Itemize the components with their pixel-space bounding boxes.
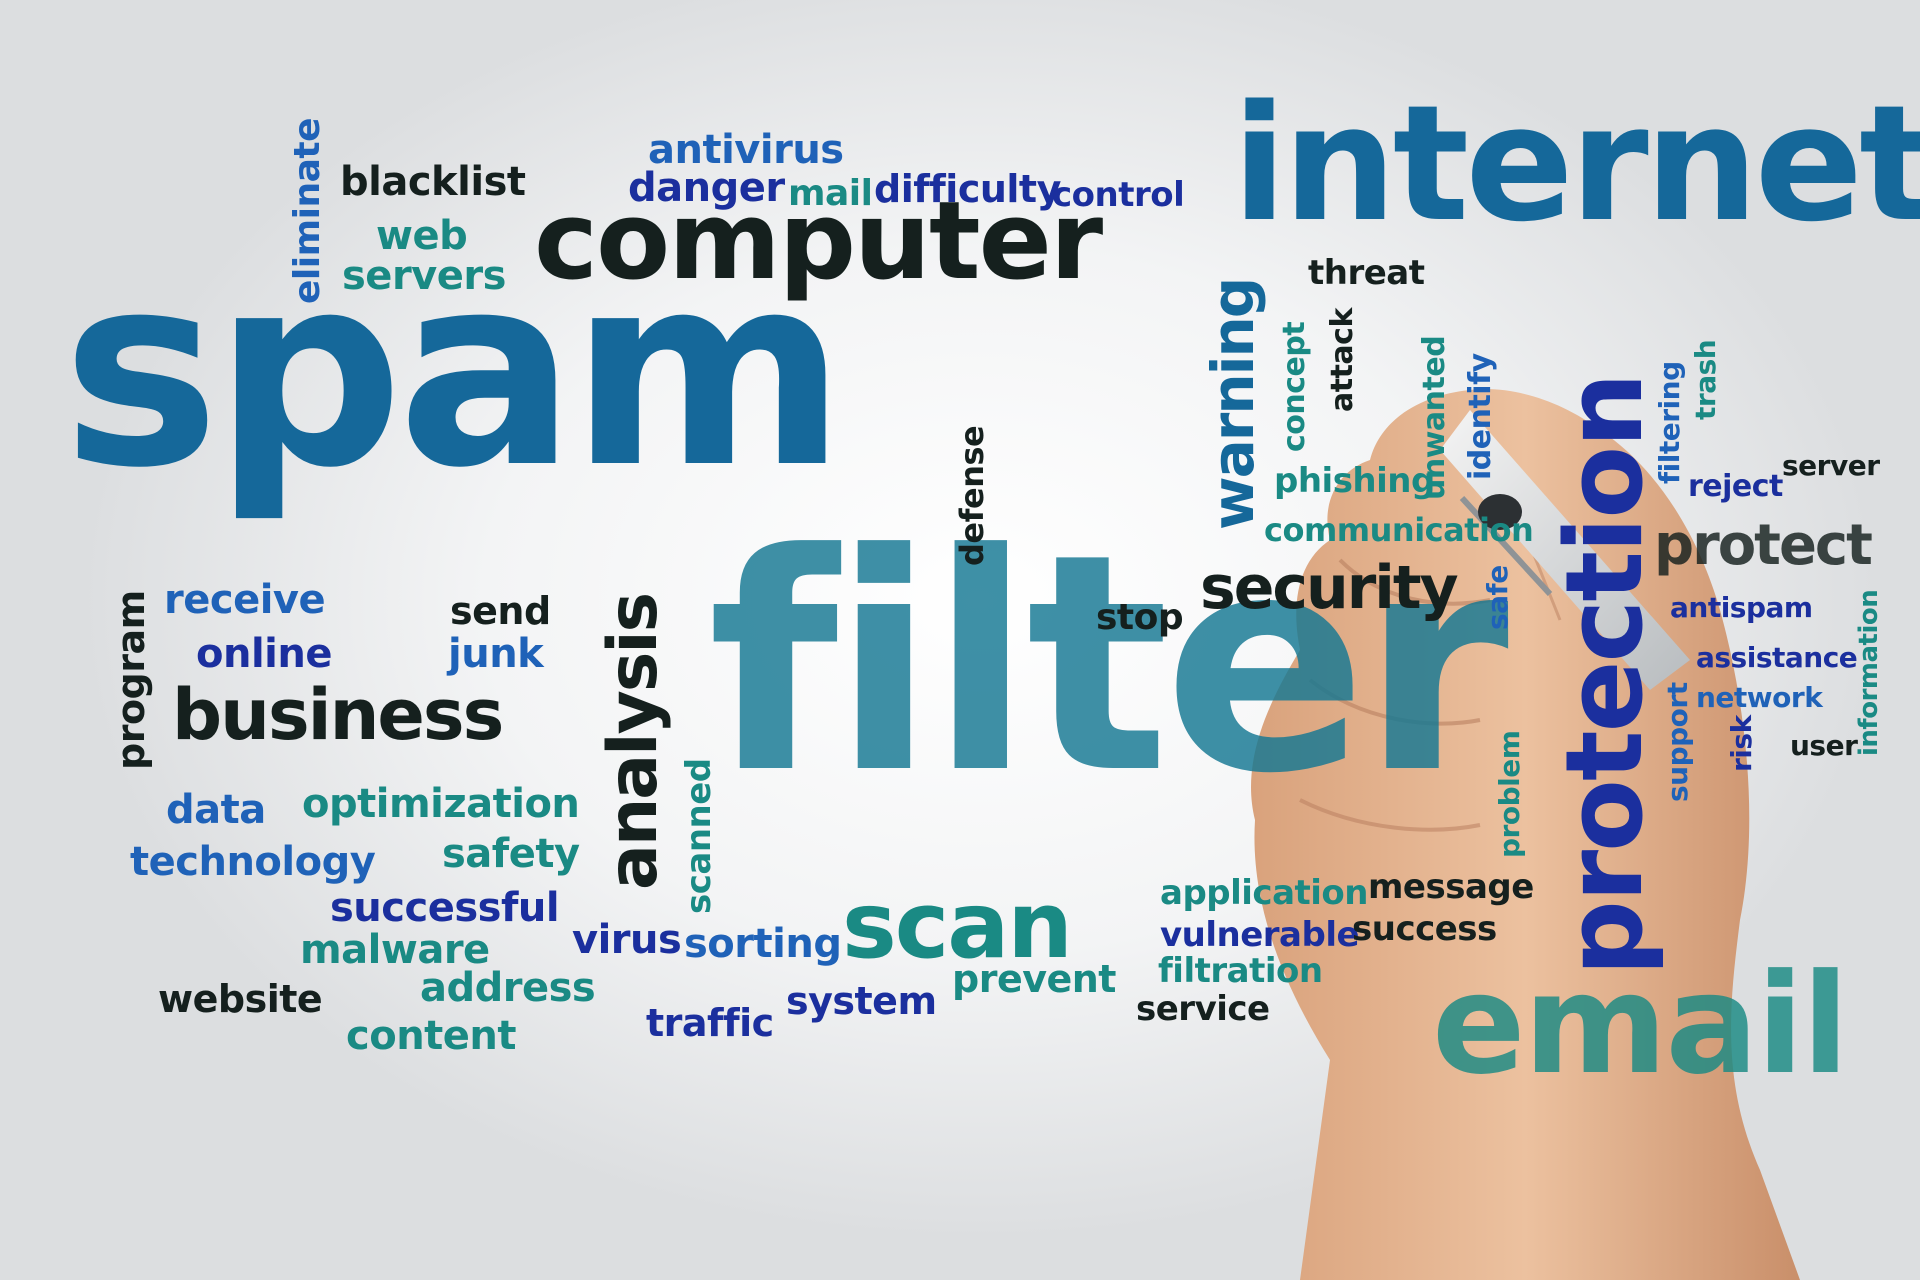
word-information: information <box>1854 589 1884 756</box>
word-message: message <box>1368 867 1534 907</box>
word-risk: risk <box>1725 715 1758 772</box>
word-user: user <box>1790 729 1858 762</box>
word-security: security <box>1200 553 1459 623</box>
word-internet: internet <box>1232 70 1920 257</box>
word-threat: threat <box>1308 253 1425 293</box>
word-filtration: filtration <box>1158 951 1323 991</box>
word-antispam: antispam <box>1670 591 1813 624</box>
word-phishing: phishing <box>1274 461 1435 501</box>
word-content: content <box>346 1013 517 1059</box>
word-identify: identify <box>1463 353 1498 480</box>
word-servers: servers <box>342 253 506 299</box>
word-successful: successful <box>330 885 560 931</box>
word-spam: spam <box>62 218 846 526</box>
word-blacklist: blacklist <box>340 159 526 205</box>
word-filter: filter <box>708 490 1509 839</box>
word-filtering: filtering <box>1653 361 1686 484</box>
word-attack: attack <box>1325 308 1360 412</box>
word-email: email <box>1432 944 1849 1105</box>
word-support: support <box>1661 682 1694 802</box>
word-application: application <box>1160 873 1369 913</box>
word-computer: computer <box>534 179 1103 304</box>
word-address: address <box>420 965 596 1011</box>
word-communication: communication <box>1264 511 1534 549</box>
word-scanned: scanned <box>679 758 719 914</box>
word-reject: reject <box>1688 469 1783 504</box>
word-junk: junk <box>448 631 544 677</box>
word-warning: warning <box>1199 278 1267 530</box>
word-online: online <box>196 631 332 677</box>
word-optimization: optimization <box>302 781 580 827</box>
word-safe: safe <box>1481 565 1514 630</box>
word-website: website <box>158 977 323 1021</box>
word-receive: receive <box>164 577 326 623</box>
word-vulnerable: vulnerable <box>1160 915 1360 955</box>
word-program: program <box>109 590 153 770</box>
word-success: success <box>1352 909 1497 949</box>
word-danger: danger <box>628 165 785 211</box>
word-antivirus: antivirus <box>648 127 844 173</box>
word-safety: safety <box>442 831 580 877</box>
word-web: web <box>376 213 468 259</box>
word-difficulty: difficulty <box>874 167 1061 211</box>
word-technology: technology <box>130 839 376 885</box>
word-defense: defense <box>953 425 991 566</box>
word-network: network <box>1696 681 1823 714</box>
word-assistance: assistance <box>1696 641 1858 674</box>
word-sorting: sorting <box>684 921 842 967</box>
word-scan: scan <box>842 872 1073 979</box>
word-traffic: traffic <box>646 1001 774 1045</box>
word-virus: virus <box>572 917 682 963</box>
word-malware: malware <box>300 927 490 973</box>
word-protection: protection <box>1543 374 1666 976</box>
word-prevent: prevent <box>952 957 1116 1001</box>
word-concept: concept <box>1277 321 1312 452</box>
word-system: system <box>786 979 937 1023</box>
word-control: control <box>1052 175 1185 215</box>
word-trash: trash <box>1689 339 1722 420</box>
word-business: business <box>172 674 504 756</box>
word-analysis: analysis <box>594 593 673 890</box>
word-data: data <box>166 787 266 833</box>
word-eliminate: eliminate <box>287 118 328 304</box>
word-mail: mail <box>788 173 873 214</box>
word-server: server <box>1782 449 1880 482</box>
word-problem: problem <box>1493 730 1526 858</box>
word-service: service <box>1136 989 1270 1029</box>
word-send: send <box>450 589 551 633</box>
word-protect: protect <box>1654 513 1873 578</box>
word-stop: stop <box>1096 597 1184 638</box>
